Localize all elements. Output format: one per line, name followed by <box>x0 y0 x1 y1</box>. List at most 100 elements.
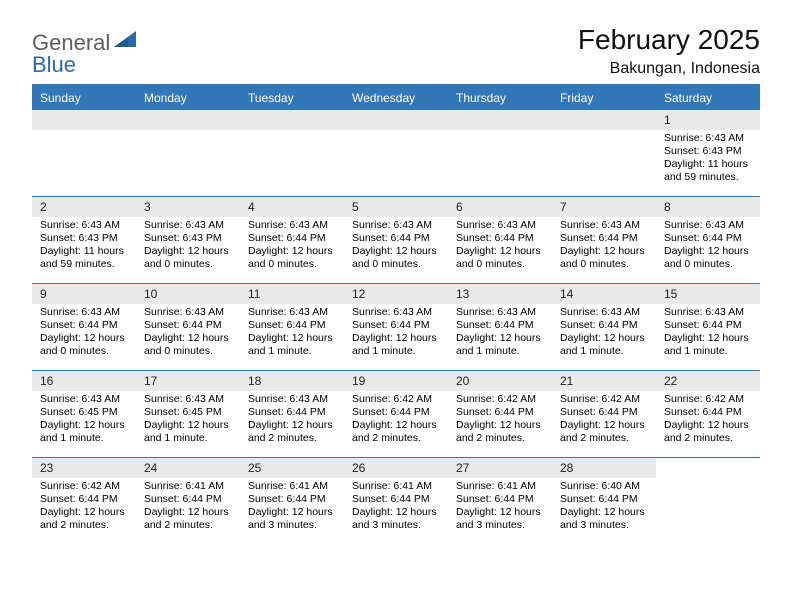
calendar-day-cell: 21Sunrise: 6:42 AMSunset: 6:44 PMDayligh… <box>552 371 656 457</box>
day-info: Sunrise: 6:42 AMSunset: 6:44 PMDaylight:… <box>32 478 136 539</box>
weekday-tuesday: Tuesday <box>240 86 344 110</box>
sunrise-text: Sunrise: 6:43 AM <box>664 219 754 232</box>
calendar-empty-cell <box>656 458 760 544</box>
daylight-text: Daylight: 12 hours and 2 minutes. <box>352 419 442 445</box>
daylight-text: Daylight: 12 hours and 2 minutes. <box>248 419 338 445</box>
calendar-week-row: 16Sunrise: 6:43 AMSunset: 6:45 PMDayligh… <box>32 371 760 458</box>
calendar-day-cell: 3Sunrise: 6:43 AMSunset: 6:43 PMDaylight… <box>136 197 240 283</box>
sunset-text: Sunset: 6:44 PM <box>456 406 546 419</box>
day-info: Sunrise: 6:42 AMSunset: 6:44 PMDaylight:… <box>552 391 656 452</box>
day-number: 5 <box>344 197 448 217</box>
day-info: Sunrise: 6:43 AMSunset: 6:44 PMDaylight:… <box>240 217 344 278</box>
daylight-text: Daylight: 12 hours and 1 minute. <box>248 332 338 358</box>
sunrise-text: Sunrise: 6:43 AM <box>144 393 234 406</box>
sunset-text: Sunset: 6:44 PM <box>352 406 442 419</box>
day-number: 18 <box>240 371 344 391</box>
sunset-text: Sunset: 6:44 PM <box>40 319 130 332</box>
calendar-day-cell: 20Sunrise: 6:42 AMSunset: 6:44 PMDayligh… <box>448 371 552 457</box>
day-info: Sunrise: 6:40 AMSunset: 6:44 PMDaylight:… <box>552 478 656 539</box>
page-title: February 2025 <box>578 24 760 56</box>
daylight-text: Daylight: 12 hours and 0 minutes. <box>560 245 650 271</box>
calendar-day-cell: 12Sunrise: 6:43 AMSunset: 6:44 PMDayligh… <box>344 284 448 370</box>
day-number: 26 <box>344 458 448 478</box>
sunset-text: Sunset: 6:44 PM <box>248 232 338 245</box>
sunset-text: Sunset: 6:44 PM <box>248 319 338 332</box>
day-info: Sunrise: 6:43 AMSunset: 6:44 PMDaylight:… <box>240 304 344 365</box>
day-number: 13 <box>448 284 552 304</box>
daylight-text: Daylight: 12 hours and 0 minutes. <box>248 245 338 271</box>
day-info: Sunrise: 6:43 AMSunset: 6:44 PMDaylight:… <box>240 391 344 452</box>
day-info: Sunrise: 6:43 AMSunset: 6:44 PMDaylight:… <box>656 217 760 278</box>
sunrise-text: Sunrise: 6:43 AM <box>248 393 338 406</box>
day-info: Sunrise: 6:43 AMSunset: 6:43 PMDaylight:… <box>656 130 760 191</box>
calendar-day-cell: 16 Sunrise: 6:43 AMSunset: 6:45 PMDayligh… <box>32 371 136 457</box>
daylight-text: Daylight: 12 hours and 2 minutes. <box>560 419 650 445</box>
sunset-text: Sunset: 6:44 PM <box>248 406 338 419</box>
day-number: 24 <box>136 458 240 478</box>
calendar-day-cell: 7Sunrise: 6:43 AMSunset: 6:44 PMDaylight… <box>552 197 656 283</box>
calendar-day-cell: 13 Sunrise: 6:43 AMSunset: 6:44 PMDayligh… <box>448 284 552 370</box>
sunrise-text: Sunrise: 6:43 AM <box>664 132 754 145</box>
daylight-text: Daylight: 12 hours and 2 minutes. <box>664 419 754 445</box>
weekday-header-row: Sunday Monday Tuesday Wednesday Thursday… <box>32 86 760 110</box>
title-block: February 2025 Bakungan, Indonesia <box>578 24 760 78</box>
calendar-body: 1Sunrise: 6:43 AMSunset: 6:43 PMDaylight… <box>32 110 760 544</box>
calendar-day-cell: 9Sunrise: 6:43 AMSunset: 6:44 PMDaylight… <box>32 284 136 370</box>
sunrise-text: Sunrise: 6:42 AM <box>560 393 650 406</box>
sunrise-text: Sunrise: 6:41 AM <box>144 480 234 493</box>
calendar-day-cell: 15Sunrise: 6:43 AMSunset: 6:44 PMDayligh… <box>656 284 760 370</box>
day-number: 16 <box>32 371 136 391</box>
sunrise-text: Sunrise: 6:43 AM <box>40 393 130 406</box>
sunrise-text: Sunrise: 6:43 AM <box>352 306 442 319</box>
day-info: Sunrise: 6:43 AMSunset: 6:44 PMDaylight:… <box>656 304 760 365</box>
calendar-day-cell: 5Sunrise: 6:43 AMSunset: 6:44 PMDaylight… <box>344 197 448 283</box>
daylight-text: Daylight: 12 hours and 1 minute. <box>560 332 650 358</box>
day-number: 25 <box>240 458 344 478</box>
day-number: 27 <box>448 458 552 478</box>
day-info: Sunrise: 6:41 AMSunset: 6:44 PMDaylight:… <box>136 478 240 539</box>
day-info: Sunrise: 6:43 AMSunset: 6:44 PMDaylight:… <box>344 304 448 365</box>
day-info: Sunrise: 6:41 AMSunset: 6:44 PMDaylight:… <box>344 478 448 539</box>
daylight-text: Daylight: 12 hours and 2 minutes. <box>40 506 130 532</box>
sunrise-text: Sunrise: 6:43 AM <box>352 219 442 232</box>
day-info: Sunrise: 6:43 AMSunset: 6:44 PMDaylight:… <box>32 304 136 365</box>
sunrise-text: Sunrise: 6:43 AM <box>144 219 234 232</box>
sunset-text: Sunset: 6:45 PM <box>40 406 130 419</box>
daylight-text: Daylight: 12 hours and 3 minutes. <box>248 506 338 532</box>
sunset-text: Sunset: 6:44 PM <box>664 319 754 332</box>
daylight-text: Daylight: 12 hours and 3 minutes. <box>456 506 546 532</box>
sunset-text: Sunset: 6:44 PM <box>560 406 650 419</box>
day-info: Sunrise: 6:43 AMSunset: 6:43 PMDaylight:… <box>136 217 240 278</box>
sunset-text: Sunset: 6:44 PM <box>560 232 650 245</box>
day-number: 9 <box>32 284 136 304</box>
day-number: 22 <box>656 371 760 391</box>
calendar-empty-cell <box>32 110 136 130</box>
sunset-text: Sunset: 6:44 PM <box>560 493 650 506</box>
sunset-text: Sunset: 6:43 PM <box>664 145 754 158</box>
calendar-empty-cell <box>240 110 344 130</box>
sunset-text: Sunset: 6:43 PM <box>144 232 234 245</box>
calendar-day-cell: 22Sunrise: 6:42 AMSunset: 6:44 PMDayligh… <box>656 371 760 457</box>
sunset-text: Sunset: 6:44 PM <box>352 232 442 245</box>
logo-text-blue: Blue <box>32 52 76 78</box>
day-info: Sunrise: 6:41 AMSunset: 6:44 PMDaylight:… <box>448 478 552 539</box>
calendar-week-row: 23Sunrise: 6:42 AMSunset: 6:44 PMDayligh… <box>32 458 760 544</box>
day-info: Sunrise: 6:43 AMSunset: 6:44 PMDaylight:… <box>344 217 448 278</box>
sunrise-text: Sunrise: 6:43 AM <box>560 219 650 232</box>
calendar-day-cell: 25Sunrise: 6:41 AMSunset: 6:44 PMDayligh… <box>240 458 344 544</box>
sunrise-text: Sunrise: 6:42 AM <box>352 393 442 406</box>
sunset-text: Sunset: 6:44 PM <box>352 493 442 506</box>
sunrise-text: Sunrise: 6:43 AM <box>456 306 546 319</box>
calendar-day-cell: 17Sunrise: 6:43 AMSunset: 6:45 PMDayligh… <box>136 371 240 457</box>
sunrise-text: Sunrise: 6:43 AM <box>40 306 130 319</box>
daylight-text: Daylight: 12 hours and 1 minute. <box>456 332 546 358</box>
sunset-text: Sunset: 6:44 PM <box>456 232 546 245</box>
sunset-text: Sunset: 6:44 PM <box>456 319 546 332</box>
daylight-text: Daylight: 12 hours and 1 minute. <box>144 419 234 445</box>
day-number: 20 <box>448 371 552 391</box>
day-info: Sunrise: 6:43 AMSunset: 6:44 PMDaylight:… <box>136 304 240 365</box>
calendar-day-cell: 27Sunrise: 6:41 AMSunset: 6:44 PMDayligh… <box>448 458 552 544</box>
daylight-text: Daylight: 12 hours and 3 minutes. <box>352 506 442 532</box>
sunrise-text: Sunrise: 6:43 AM <box>40 219 130 232</box>
daylight-text: Daylight: 12 hours and 1 minute. <box>40 419 130 445</box>
